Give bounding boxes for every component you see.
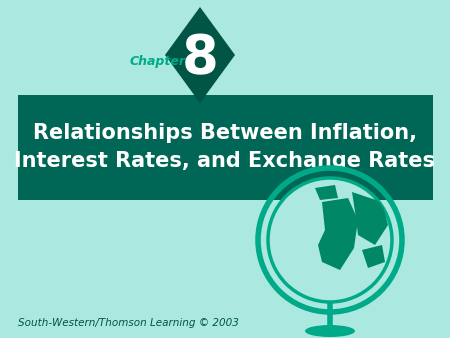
- Text: South-Western/Thomson Learning © 2003: South-Western/Thomson Learning © 2003: [18, 318, 239, 328]
- Text: 8: 8: [182, 32, 218, 84]
- Circle shape: [268, 178, 392, 302]
- Text: Relationships Between Inflation,
Interest Rates, and Exchange Rates: Relationships Between Inflation, Interes…: [14, 123, 436, 171]
- Polygon shape: [165, 7, 235, 103]
- Text: Chapter: Chapter: [130, 55, 186, 69]
- Polygon shape: [318, 198, 358, 270]
- Polygon shape: [362, 245, 385, 268]
- FancyBboxPatch shape: [18, 95, 433, 200]
- Polygon shape: [352, 192, 388, 245]
- Polygon shape: [315, 185, 338, 200]
- Ellipse shape: [305, 325, 355, 337]
